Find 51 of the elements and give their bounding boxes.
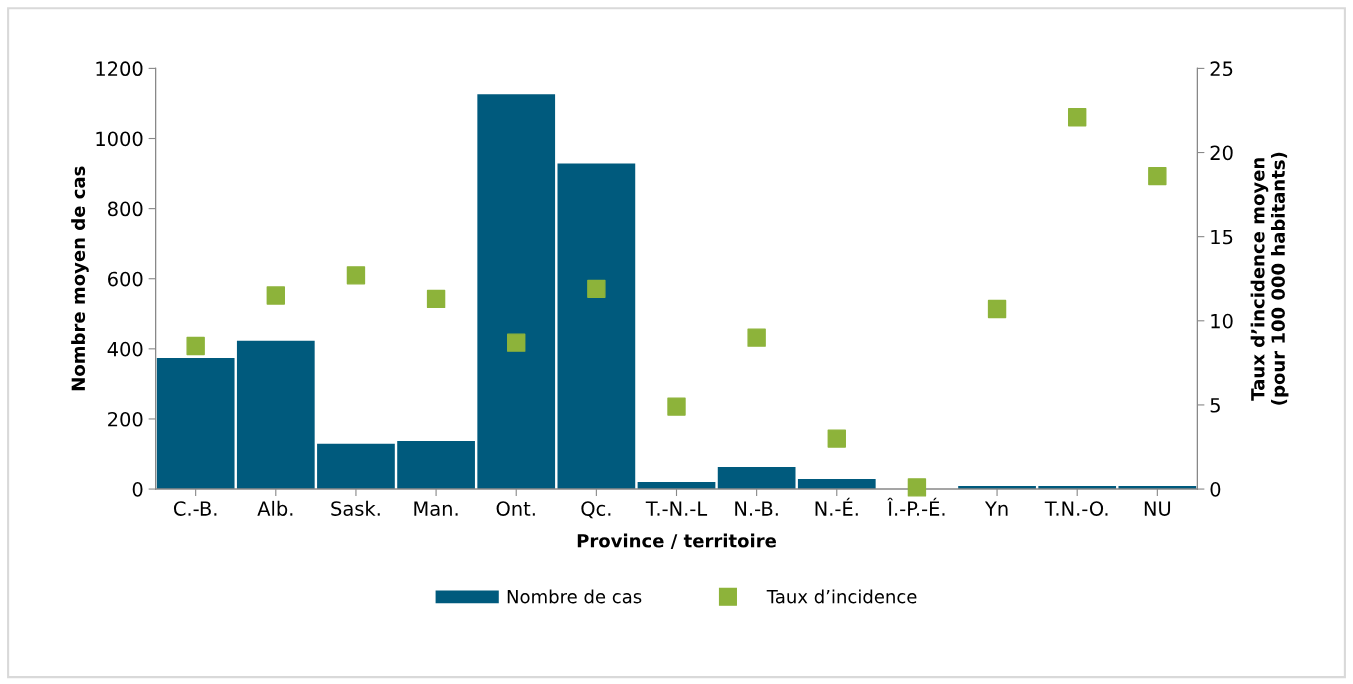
y-tick-label: 400 — [107, 341, 143, 357]
y-axis-title: Nombre moyen de cas — [71, 166, 89, 391]
x-tick-label: Man. — [414, 501, 458, 516]
y2-tick-label: 10 — [1211, 313, 1233, 329]
bar — [317, 443, 395, 490]
y-tick-label: 600 — [108, 271, 143, 287]
bar — [397, 441, 475, 490]
x-tick-label: Alb. — [257, 500, 293, 516]
x-tick-label: NU — [1144, 501, 1171, 516]
bar — [477, 94, 556, 490]
x-tick-label: T.-N.-L — [645, 501, 708, 516]
point — [507, 333, 526, 352]
point — [1148, 166, 1167, 186]
y-tick-label: 0 — [132, 482, 143, 497]
x-tick-label: Sask. — [331, 500, 380, 516]
y2-axis-title: Taux d’incidence moyen (pour 100 000 habitants) — [1250, 152, 1289, 405]
y-tick-label: 1200 — [96, 61, 143, 77]
point — [346, 266, 366, 285]
x-axis-title: Province / territoire — [577, 533, 776, 549]
point — [266, 286, 286, 305]
point — [587, 279, 606, 299]
point — [186, 336, 205, 356]
x-tick-label: Î.-P.-É. — [887, 497, 945, 516]
x-tick-label: N.-É. — [815, 497, 858, 516]
y-tick-label: 1000 — [96, 131, 143, 147]
bar — [557, 163, 636, 490]
point — [987, 299, 1007, 319]
y2-tick-label: 15 — [1211, 229, 1233, 245]
point — [1067, 107, 1087, 127]
bar — [717, 466, 796, 490]
x-tick-label: T.N.-O. — [1044, 501, 1108, 516]
y2-tick-label: 25 — [1210, 61, 1233, 77]
legend-label: Nombre de cas — [507, 589, 642, 604]
x-tick-label: Yn — [984, 501, 1008, 516]
point — [667, 397, 686, 416]
point — [426, 289, 446, 309]
y-tick-label: 200 — [108, 411, 143, 427]
y2-tick-label: 5 — [1210, 398, 1220, 413]
x-tick-label: Ont. — [496, 501, 535, 516]
point — [907, 478, 927, 497]
x-tick-label: C.-B. — [173, 501, 217, 516]
y2-tick-label: 20 — [1210, 145, 1233, 161]
bar — [236, 340, 315, 490]
bar — [156, 357, 235, 490]
legend-label: Taux d’incidence — [766, 589, 917, 604]
y2-tick-label: 0 — [1210, 482, 1221, 497]
x-tick-label: N.-B. — [735, 501, 778, 516]
point — [827, 429, 846, 448]
y-tick-label: 800 — [107, 201, 143, 217]
point — [747, 328, 766, 347]
x-tick-label: Qc. — [581, 501, 611, 519]
